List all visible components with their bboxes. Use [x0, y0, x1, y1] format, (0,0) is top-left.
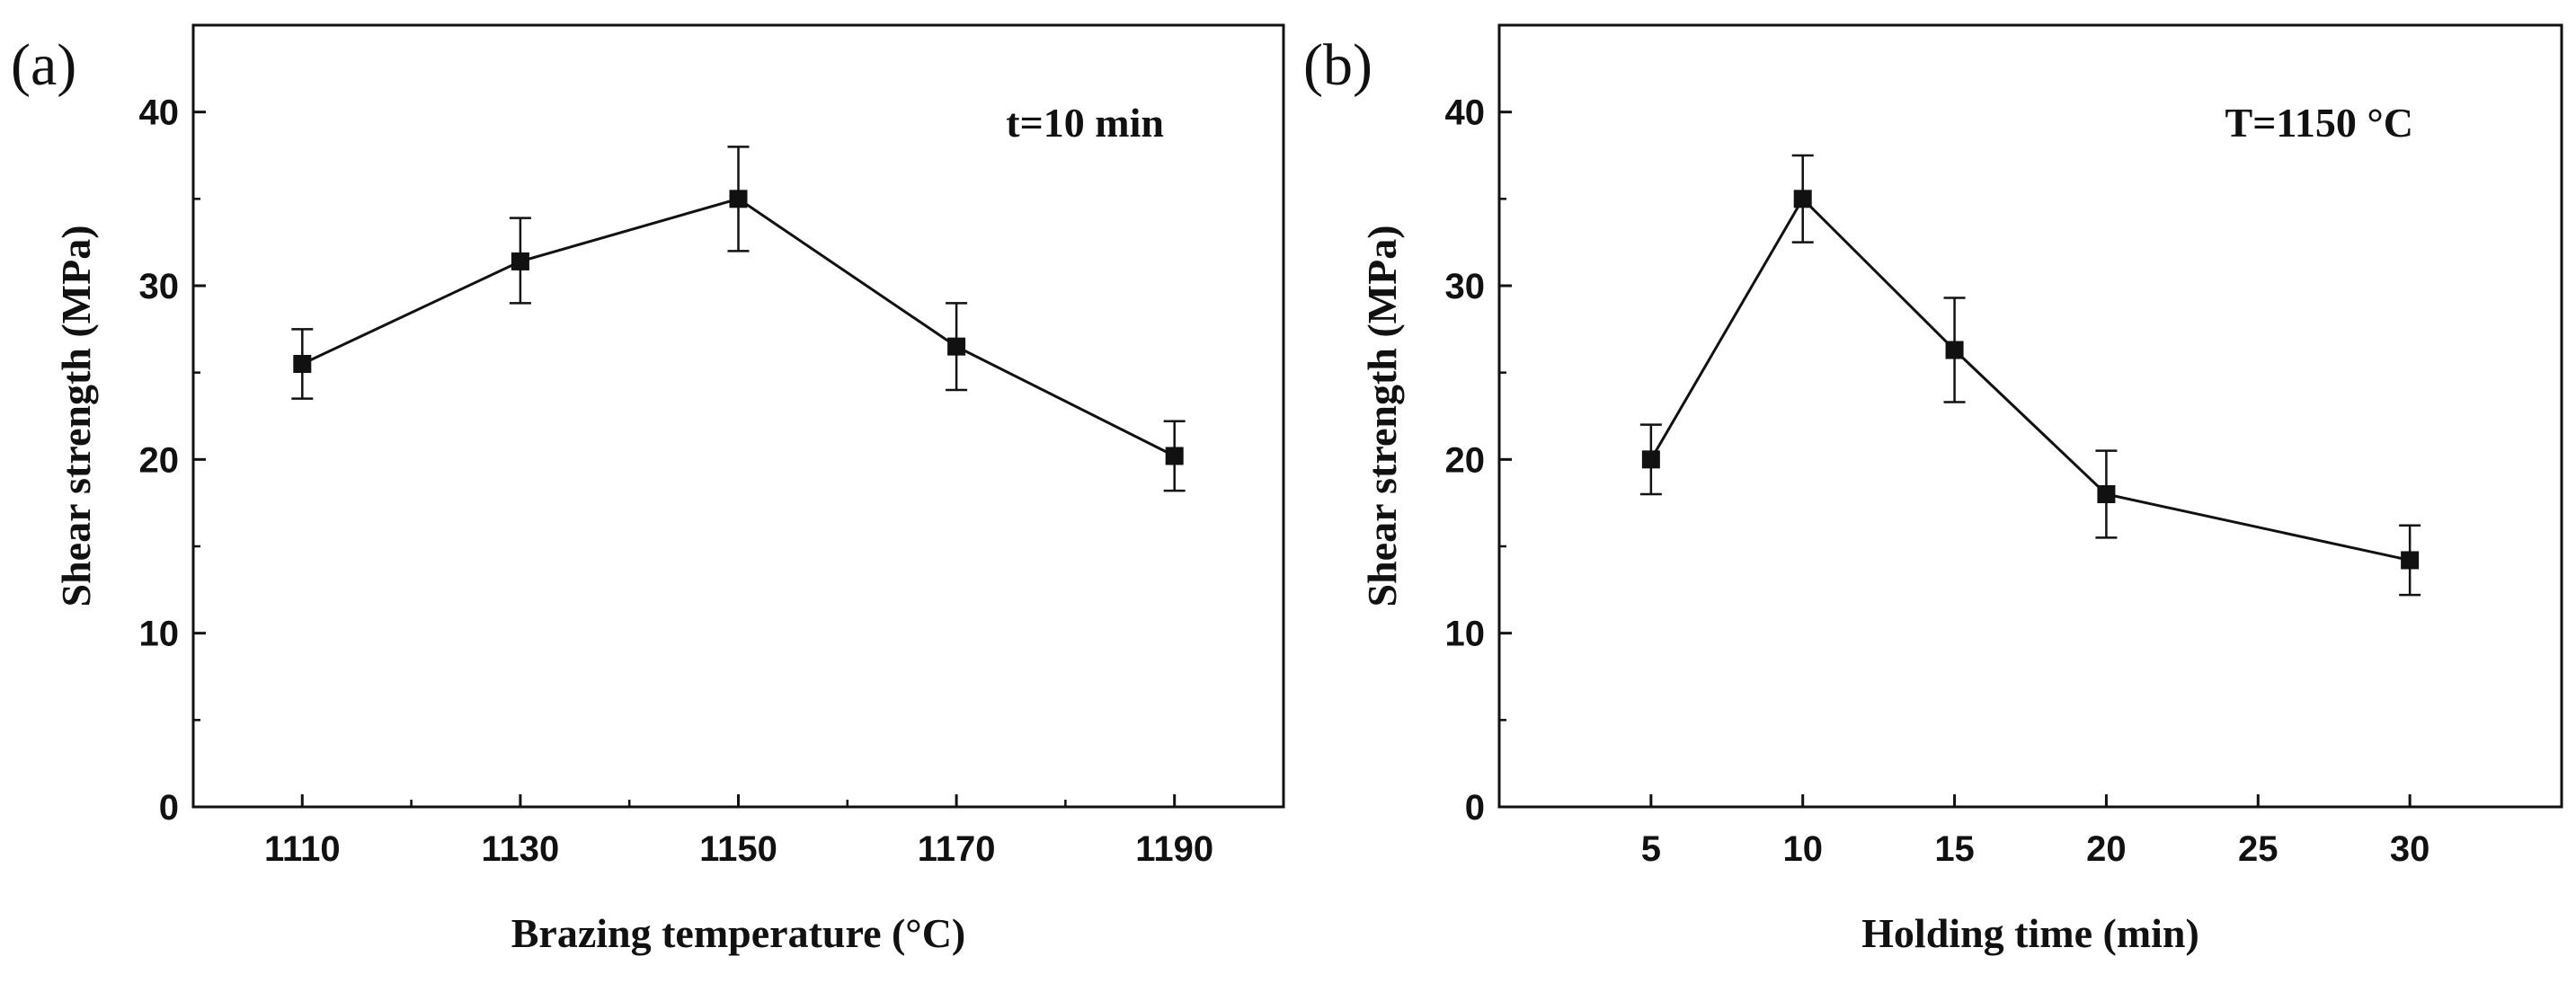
x-tick-label: 1170: [918, 829, 996, 869]
x-tick-label: 15: [1934, 829, 1975, 869]
y-tick-label: 30: [1445, 267, 1486, 306]
y-tick-label: 10: [139, 615, 180, 654]
x-tick-label: 1110: [264, 829, 341, 869]
y-tick-label: 10: [1445, 615, 1486, 654]
y-tick-label: 20: [1445, 440, 1486, 480]
panel-label: (a): [11, 32, 76, 98]
x-tick-label: 1130: [482, 829, 560, 869]
x-axis-title: Brazing temperature (°C): [511, 910, 966, 956]
panel-label: (b): [1303, 32, 1372, 98]
y-axis-title: Shear strength (MPa): [1359, 225, 1405, 607]
data-point: [1641, 450, 1660, 469]
y-tick-label: 20: [139, 440, 180, 480]
x-tick-label: 25: [2238, 829, 2278, 869]
y-tick-label: 0: [1465, 788, 1485, 828]
condition-annotation: T=1150 °C: [2225, 100, 2413, 146]
x-tick-label: 10: [1782, 829, 1823, 869]
data-point: [729, 190, 748, 208]
x-tick-label: 30: [2390, 829, 2430, 869]
panel-b: 0 10 20 30 40 5 10 15 20 25 30 Holding time (min) Sh…: [1303, 23, 2563, 956]
x-tick-label: 1190: [1135, 829, 1213, 869]
y-axis-title: Shear strength (MPa): [53, 225, 99, 607]
x-tick-label: 1150: [699, 829, 777, 869]
x-axis-title: Holding time (min): [1861, 910, 2199, 956]
y-tick-label: 40: [139, 93, 180, 133]
x-tick-label: 5: [1641, 829, 1661, 869]
data-point: [1793, 190, 1812, 208]
y-tick-label: 30: [139, 267, 180, 306]
data-point: [293, 355, 312, 373]
y-tick-label: 0: [159, 788, 179, 828]
x-tick-label: 20: [2086, 829, 2127, 869]
y-tick-label: 40: [1445, 93, 1486, 133]
data-point: [1165, 447, 1184, 465]
data-point: [947, 337, 966, 356]
data-point: [1945, 341, 1964, 359]
data-point: [511, 252, 529, 270]
plot-frame: [1497, 23, 2563, 809]
data-point: [2097, 485, 2116, 503]
condition-annotation: t=10 min: [1006, 100, 1164, 146]
data-point: [2401, 551, 2420, 570]
panel-a: 0 10 20 30 40 1110 1130 1150 1170 1190 Brazing tem…: [11, 23, 1285, 956]
series-line: [1649, 196, 2411, 562]
